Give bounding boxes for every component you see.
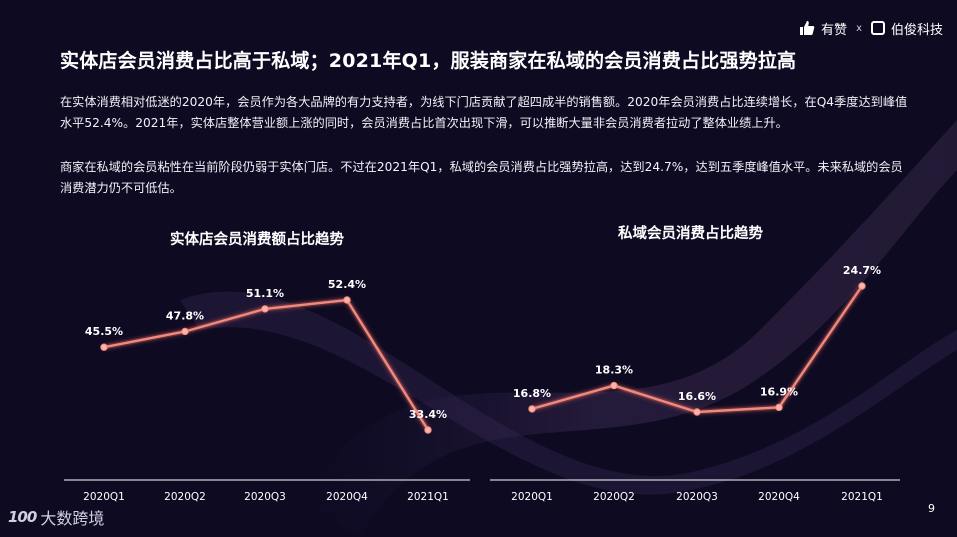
store-chart-title: 实体店会员消费额占比趋势: [170, 232, 344, 248]
private-point: [528, 405, 536, 413]
private-data-label: 16.8%: [513, 387, 551, 400]
store-series-glow: [103, 297, 431, 432]
private-point: [775, 403, 783, 412]
private-tick-label: 2020Q4: [758, 491, 800, 503]
footer-logo: 100 大数跨境: [8, 505, 104, 529]
private-chart-title: 私域会员消费占比趋势: [618, 226, 763, 242]
store-data-label: 45.5%: [85, 325, 123, 338]
footer-logo-mark: 100: [8, 508, 37, 526]
bojun-logo-icon: [870, 21, 885, 35]
private-point: [858, 282, 866, 290]
store-point: [343, 296, 351, 304]
store-point: [261, 305, 269, 313]
private-tick-label: 2020Q2: [593, 491, 635, 503]
intro-paragraph-2: 商家在私域的会员粘性在当前阶段仍弱于实体门店。不过在2021年Q1，私域的会员消…: [60, 160, 903, 195]
private-data-label: 16.6%: [678, 390, 716, 403]
store-tick-label: 2020Q1: [83, 491, 125, 503]
brand-separator: x: [856, 22, 862, 34]
store-data-label: 33.4%: [409, 408, 447, 421]
store-data-label: 47.8%: [166, 309, 204, 322]
store-tick-label: 2021Q1: [407, 491, 449, 503]
private-tick-label: 2020Q3: [676, 491, 718, 503]
private-data-label: 18.3%: [595, 364, 633, 377]
store-tick-label: 2020Q2: [164, 491, 206, 503]
private-point: [610, 381, 618, 390]
brand-bar: 有赞 x 伯俊科技: [799, 16, 943, 40]
page-title: 实体店会员消费占比高于私域；2021年Q1，服装商家在私域的会员消费占比强势拉高: [60, 50, 797, 72]
store-point: [181, 327, 189, 336]
store-tick-label: 2020Q4: [326, 491, 368, 503]
store-point: [100, 343, 108, 351]
page-number: 9: [928, 502, 935, 515]
youzan-label: 有赞: [821, 22, 848, 38]
private-data-label: 16.9%: [760, 385, 798, 398]
footer-logo-text: 大数跨境: [40, 509, 105, 528]
store-series-line: [103, 298, 430, 431]
private-point: [693, 408, 701, 416]
store-data-label: 51.1%: [246, 287, 284, 300]
thumbs-up-icon: [800, 21, 815, 35]
intro-paragraph-1: 在实体消费相对低迷的2020年，会员作为各大品牌的有力支持者，为线下门店贡献了超…: [60, 95, 908, 130]
store-point: [424, 426, 432, 434]
partner-label: 伯俊科技: [890, 22, 943, 38]
private-tick-label: 2021Q1: [841, 491, 883, 503]
private-tick-label: 2020Q1: [511, 491, 553, 503]
store-tick-label: 2020Q3: [244, 491, 286, 503]
private-data-label: 24.7%: [843, 264, 881, 277]
store-data-label: 52.4%: [328, 278, 366, 291]
